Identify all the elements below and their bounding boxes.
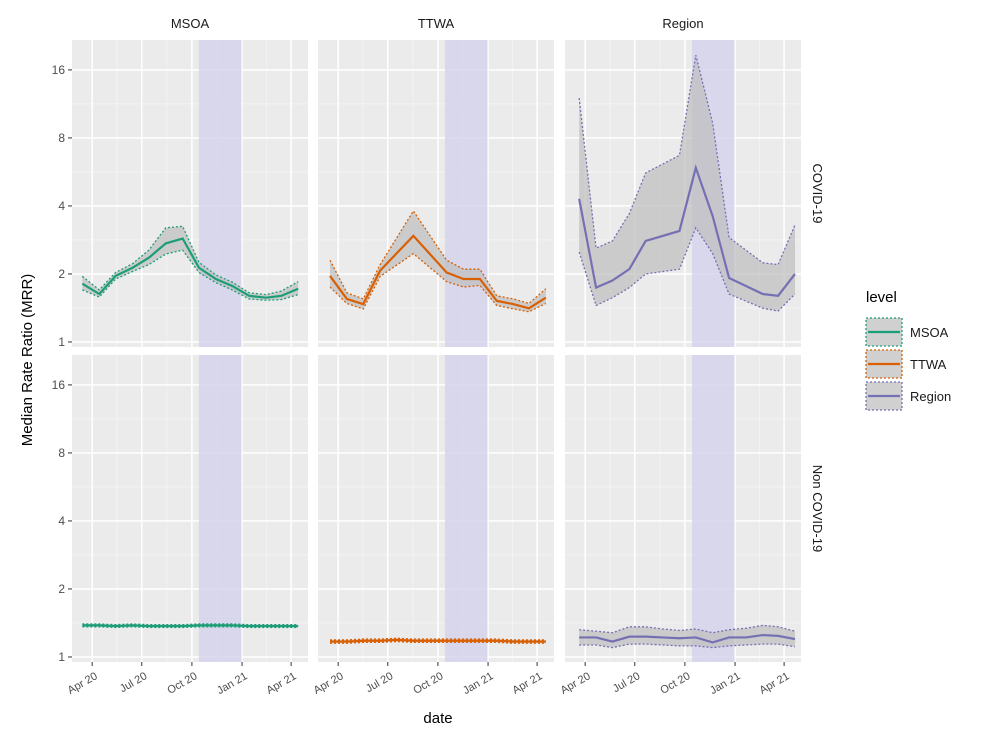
panel-background — [72, 355, 308, 662]
y-tick-label: 1 — [58, 335, 65, 349]
facet-strip-row: COVID-19 — [810, 164, 825, 224]
panel-region — [565, 40, 801, 347]
panel-background — [565, 355, 801, 662]
x-tick-label: Oct 20 — [658, 670, 692, 697]
x-tick-label: Apr 21 — [265, 670, 299, 697]
y-axis-label: Median Rate Ratio (MRR) — [19, 274, 36, 447]
panel-msoa: 1 2 4 8 16 Apr 20 Jul 20 Oct 20 Jan 21 Apr 21 — [52, 355, 308, 697]
y-tick-label: 2 — [58, 582, 65, 596]
x-tick-label: Apr 20 — [559, 670, 593, 697]
panel-region: Apr 20 Jul 20 Oct 20 Jan 21 Apr 21 — [559, 355, 801, 697]
x-tick-label: Oct 20 — [165, 670, 199, 697]
y-tick-label: 16 — [52, 63, 66, 77]
legend-item-msoa: MSOA — [866, 318, 949, 346]
x-tick-label: Apr 21 — [758, 670, 792, 697]
x-tick-label: Jan 21 — [215, 670, 250, 697]
x-tick-label: Oct 20 — [411, 670, 445, 697]
x-tick-label: Jan 21 — [461, 670, 496, 697]
y-tick-label: 8 — [58, 446, 65, 460]
legend-item-ttwa: TTWA — [866, 350, 947, 378]
x-tick-label: Apr 20 — [66, 670, 100, 697]
y-tick-label: 4 — [58, 199, 65, 213]
panel-ttwa — [318, 40, 554, 347]
y-tick-label: 8 — [58, 131, 65, 145]
facet-strip-ttwa: TTWA — [418, 16, 455, 31]
facet-strip-msoa: MSOA — [171, 16, 210, 31]
panel-msoa: 1 2 4 8 16 — [52, 40, 308, 349]
shaded-period — [445, 355, 488, 662]
panel-ttwa: Apr 20 Jul 20 Oct 20 Jan 21 Apr 21 — [312, 355, 554, 697]
x-axis-label: date — [423, 710, 452, 727]
x-tick-label: Apr 21 — [511, 670, 545, 697]
x-tick-label: Jul 20 — [118, 670, 149, 695]
shaded-period — [199, 40, 242, 347]
shaded-period — [445, 40, 488, 347]
y-tick-label: 2 — [58, 267, 65, 281]
legend: level MSOA TTWA Region — [866, 289, 951, 410]
legend-item-region: Region — [866, 382, 951, 410]
x-tick-label: Apr 20 — [312, 670, 346, 697]
legend-title: level — [866, 289, 897, 306]
legend-label: TTWA — [910, 357, 947, 372]
x-tick-label: Jul 20 — [611, 670, 642, 695]
shaded-period — [692, 355, 735, 662]
facet-strip-row: Non COVID-19 — [810, 465, 825, 552]
panels: MSOA TTWA Region COVID-19 Non COVID-19 1 2 4 8 16… — [52, 16, 825, 697]
x-tick-label: Jan 21 — [708, 670, 743, 697]
legend-label: Region — [910, 389, 951, 404]
median-line-msoa — [82, 625, 298, 626]
legend-label: MSOA — [910, 325, 949, 340]
panel-background — [318, 355, 554, 662]
x-tick-label: Jul 20 — [364, 670, 395, 695]
shaded-period — [199, 355, 242, 662]
facet-strip-region: Region — [662, 16, 703, 31]
y-tick-label: 4 — [58, 514, 65, 528]
panel-background — [72, 40, 308, 347]
y-tick-label: 16 — [52, 378, 66, 392]
y-tick-label: 1 — [58, 650, 65, 664]
